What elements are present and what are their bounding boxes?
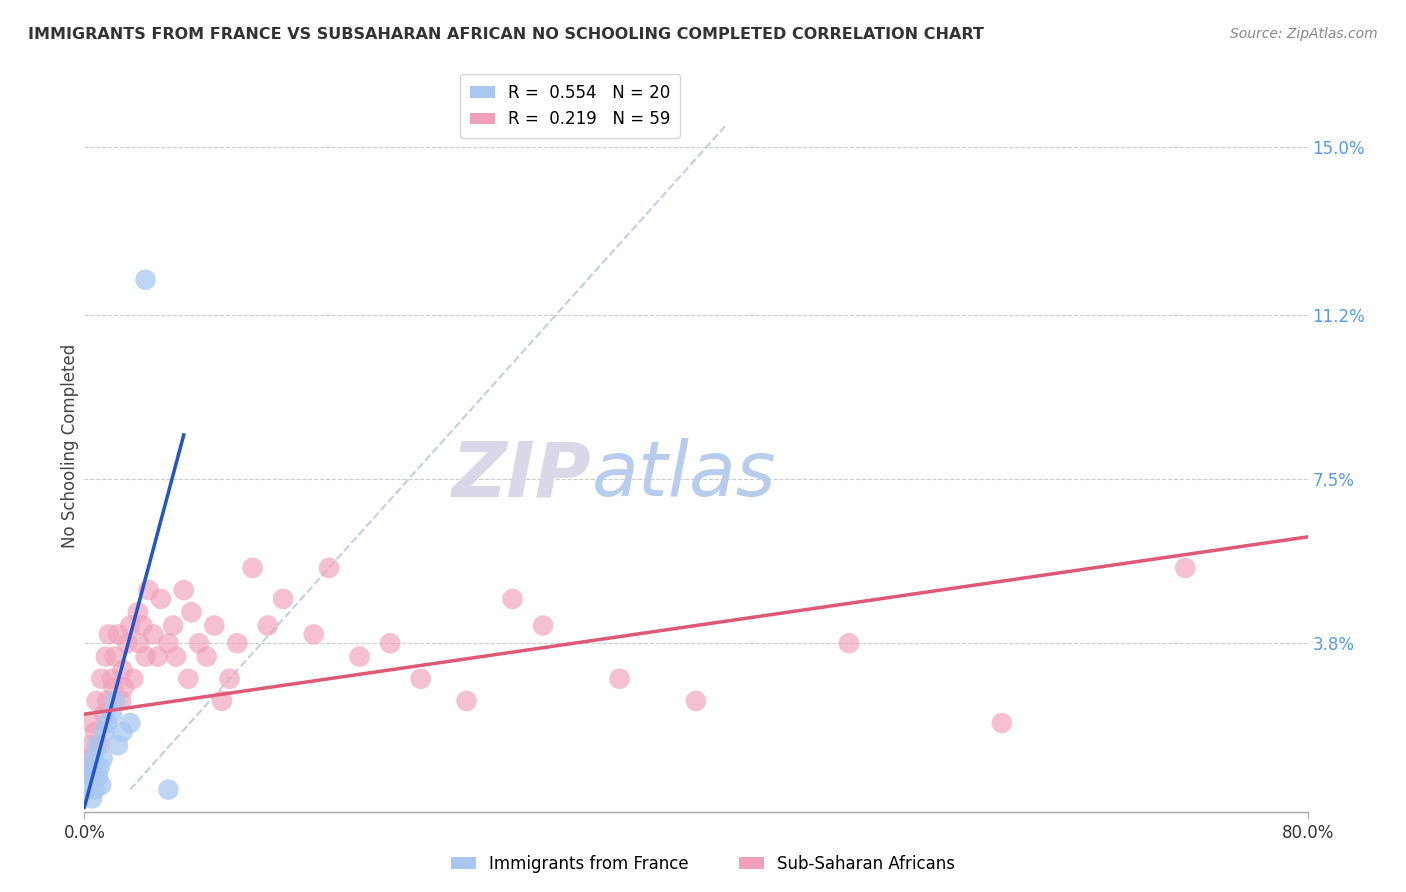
Text: ZIP: ZIP bbox=[453, 438, 592, 512]
Point bbox=[149, 591, 172, 606]
Point bbox=[180, 605, 202, 619]
Point bbox=[83, 751, 105, 765]
Point bbox=[104, 649, 127, 664]
Point bbox=[97, 627, 120, 641]
Point bbox=[1174, 561, 1197, 575]
Point bbox=[90, 778, 112, 792]
Point bbox=[86, 738, 108, 752]
Point bbox=[107, 627, 129, 641]
Point bbox=[89, 738, 111, 752]
Point bbox=[79, 769, 101, 783]
Point bbox=[76, 782, 98, 797]
Point bbox=[202, 618, 225, 632]
Point bbox=[456, 694, 478, 708]
Point bbox=[107, 738, 129, 752]
Point bbox=[91, 751, 114, 765]
Legend: R =  0.554   N = 20, R =  0.219   N = 59: R = 0.554 N = 20, R = 0.219 N = 59 bbox=[460, 74, 681, 138]
Point bbox=[112, 681, 135, 695]
Point bbox=[127, 605, 149, 619]
Y-axis label: No Schooling Completed: No Schooling Completed bbox=[62, 344, 80, 548]
Point bbox=[146, 649, 169, 664]
Point bbox=[103, 681, 125, 695]
Point bbox=[838, 636, 860, 650]
Text: IMMIGRANTS FROM FRANCE VS SUBSAHARAN AFRICAN NO SCHOOLING COMPLETED CORRELATION : IMMIGRANTS FROM FRANCE VS SUBSAHARAN AFR… bbox=[28, 27, 984, 42]
Point bbox=[76, 760, 98, 774]
Point bbox=[77, 760, 100, 774]
Point bbox=[80, 791, 103, 805]
Point bbox=[93, 725, 115, 739]
Point bbox=[165, 649, 187, 664]
Point bbox=[138, 583, 160, 598]
Text: atlas: atlas bbox=[592, 438, 776, 512]
Point bbox=[80, 716, 103, 731]
Point bbox=[135, 273, 157, 287]
Point bbox=[177, 672, 200, 686]
Point bbox=[157, 636, 180, 650]
Point bbox=[111, 725, 134, 739]
Point bbox=[685, 694, 707, 708]
Text: Source: ZipAtlas.com: Source: ZipAtlas.com bbox=[1230, 27, 1378, 41]
Point bbox=[502, 591, 524, 606]
Point bbox=[83, 769, 105, 783]
Point bbox=[104, 694, 127, 708]
Point bbox=[110, 694, 132, 708]
Point bbox=[79, 738, 101, 752]
Point bbox=[96, 716, 118, 731]
Legend: Immigrants from France, Sub-Saharan Africans: Immigrants from France, Sub-Saharan Afri… bbox=[444, 848, 962, 880]
Point bbox=[157, 782, 180, 797]
Point bbox=[173, 583, 195, 598]
Point bbox=[87, 769, 110, 783]
Point bbox=[101, 672, 124, 686]
Point bbox=[89, 760, 111, 774]
Point bbox=[115, 636, 138, 650]
Point bbox=[93, 707, 115, 722]
Point bbox=[318, 561, 340, 575]
Point bbox=[128, 636, 150, 650]
Point bbox=[94, 649, 117, 664]
Point bbox=[101, 707, 124, 722]
Point bbox=[195, 649, 218, 664]
Point bbox=[86, 694, 108, 708]
Point bbox=[84, 725, 107, 739]
Point bbox=[531, 618, 554, 632]
Point bbox=[409, 672, 432, 686]
Point bbox=[84, 782, 107, 797]
Point bbox=[131, 618, 153, 632]
Point bbox=[257, 618, 280, 632]
Point bbox=[302, 627, 325, 641]
Point bbox=[242, 561, 264, 575]
Point bbox=[349, 649, 371, 664]
Point bbox=[90, 672, 112, 686]
Point bbox=[226, 636, 249, 650]
Point bbox=[96, 694, 118, 708]
Point bbox=[271, 591, 294, 606]
Point bbox=[111, 663, 134, 677]
Point bbox=[122, 672, 145, 686]
Point bbox=[162, 618, 184, 632]
Point bbox=[609, 672, 631, 686]
Point bbox=[77, 751, 100, 765]
Point bbox=[211, 694, 233, 708]
Point bbox=[218, 672, 240, 686]
Point bbox=[991, 716, 1014, 731]
Point bbox=[380, 636, 402, 650]
Point bbox=[135, 649, 157, 664]
Point bbox=[188, 636, 211, 650]
Point bbox=[120, 618, 142, 632]
Point bbox=[142, 627, 165, 641]
Point bbox=[120, 716, 142, 731]
